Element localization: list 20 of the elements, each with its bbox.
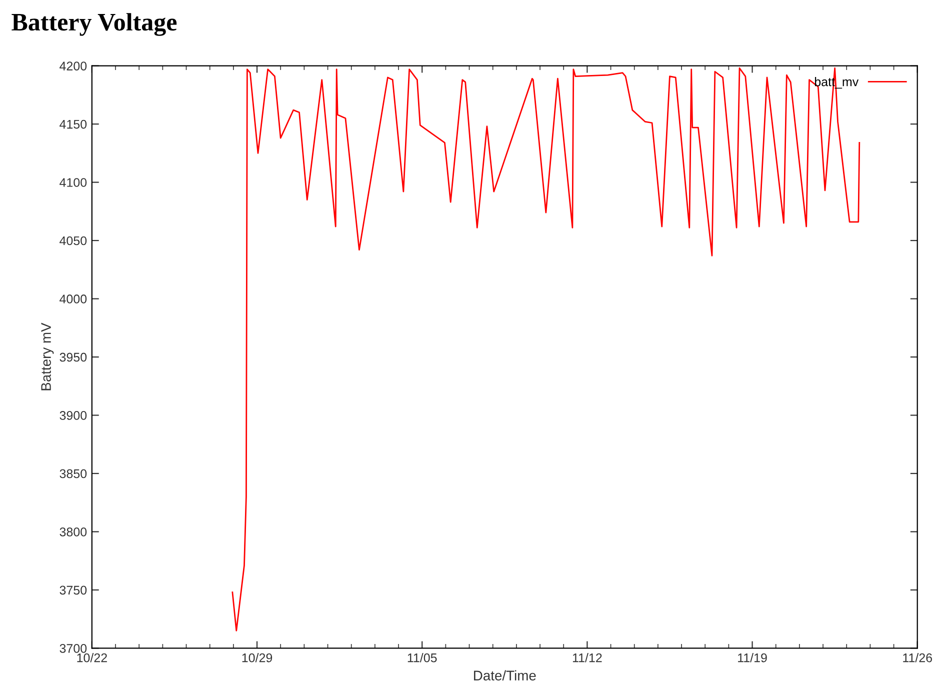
y-axis-title: Battery mV <box>41 322 54 390</box>
y-tick-label: 3750 <box>60 586 87 595</box>
y-tick-label: 4050 <box>60 236 87 246</box>
x-tick-label: 10/22 <box>77 653 107 662</box>
x-tick-label: 11/19 <box>738 653 767 662</box>
x-tick-label: 10/29 <box>242 653 272 662</box>
y-tick-label: 4200 <box>60 62 87 70</box>
y-tick-label: 3700 <box>60 644 87 653</box>
x-tick-label: 11/05 <box>408 653 437 662</box>
x-tick-label: 11/26 <box>903 653 932 662</box>
x-axis-title: Date/Time <box>474 670 536 680</box>
y-tick-label: 4150 <box>60 120 87 129</box>
y-tick-label: 4000 <box>60 294 87 304</box>
y-tick-label: 3900 <box>60 411 87 420</box>
y-tick-label: 4100 <box>60 178 87 187</box>
y-tick-label: 3850 <box>60 469 87 478</box>
y-tick-label: 3800 <box>60 528 87 536</box>
chart-title: Battery Voltage <box>12 13 177 36</box>
x-tick-label: 11/12 <box>572 653 602 662</box>
y-tick-label: 3950 <box>60 352 87 362</box>
